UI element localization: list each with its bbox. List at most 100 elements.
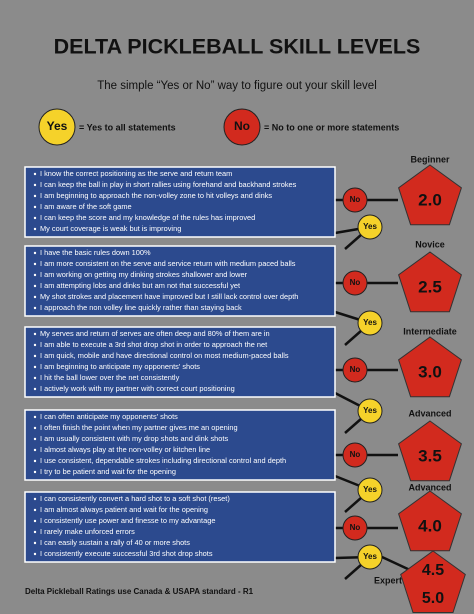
title: DELTA PICKLEBALL SKILL LEVELS bbox=[54, 35, 421, 59]
footer: Delta Pickleball Ratings use Canada & US… bbox=[25, 587, 254, 596]
level-name: Novice bbox=[415, 239, 445, 249]
bullet bbox=[33, 251, 37, 255]
yes-button-label: Yes bbox=[363, 406, 377, 415]
statement: I try to be patient and wait for the ope… bbox=[40, 467, 176, 476]
statement: My shot strokes and placement have impro… bbox=[40, 292, 298, 301]
bullet bbox=[33, 172, 37, 176]
level-name: Advanced bbox=[408, 408, 451, 418]
bullet bbox=[33, 343, 37, 347]
statement: I am attempting lobs and dinks but am no… bbox=[40, 281, 240, 290]
yes-button-label: Yes bbox=[363, 318, 377, 327]
statement: I know the correct positioning as the se… bbox=[40, 169, 232, 178]
rating: 3.5 bbox=[418, 446, 442, 465]
statement-box bbox=[24, 409, 336, 481]
statement: I consistently execute successful 3rd sh… bbox=[40, 549, 213, 558]
yes-badge bbox=[38, 108, 76, 146]
no-button bbox=[342, 515, 368, 541]
statement: I am aware of the soft game bbox=[40, 202, 132, 211]
bullet bbox=[33, 332, 37, 336]
statement: I rarely make unforced errors bbox=[40, 527, 135, 536]
bullet bbox=[33, 497, 37, 501]
bullet bbox=[33, 205, 37, 209]
statement: I use consistent, dependable strokes inc… bbox=[40, 456, 286, 465]
subtitle: The simple “Yes or No” way to figure out… bbox=[97, 80, 377, 92]
statement: I hit the ball lower over the net consis… bbox=[40, 373, 180, 382]
statement-box bbox=[24, 245, 336, 317]
bullet bbox=[33, 470, 37, 474]
statement: My serves and return of serves are often… bbox=[40, 329, 270, 338]
statement: My court coverage is weak but is improvi… bbox=[40, 224, 181, 233]
level-name: Expert bbox=[374, 575, 402, 585]
statement: I can keep the ball in play in short ral… bbox=[40, 180, 297, 189]
bullet bbox=[33, 519, 37, 523]
bullet bbox=[33, 437, 37, 441]
no-badge bbox=[223, 108, 261, 146]
no-legend-text: = No to one or more statements bbox=[264, 122, 399, 132]
statement: I am able to execute a 3rd shot drop sho… bbox=[40, 340, 267, 349]
statement: I am working on getting my dinking strok… bbox=[40, 270, 248, 279]
rating-pentagon bbox=[398, 490, 462, 552]
bullet bbox=[33, 306, 37, 310]
bullet bbox=[33, 426, 37, 430]
rating-pentagon bbox=[398, 336, 462, 398]
statement: I am beginning to approach the non-volle… bbox=[40, 191, 272, 200]
bullet bbox=[33, 376, 37, 380]
no-button-label: No bbox=[350, 278, 361, 287]
bullet bbox=[33, 262, 37, 266]
statement: I can often anticipate my opponents' sho… bbox=[40, 412, 178, 421]
statement-box bbox=[24, 326, 336, 398]
bullet bbox=[33, 295, 37, 299]
statement: I consistently use power and finesse to … bbox=[40, 516, 215, 525]
statement: I am almost always patient and wait for … bbox=[40, 505, 208, 514]
statement: I approach the non volley line quickly r… bbox=[40, 303, 242, 312]
rating: 2.5 bbox=[418, 277, 442, 296]
level-name: Intermediate bbox=[403, 326, 457, 336]
rating: 4.0 bbox=[418, 516, 442, 535]
statement: I can easily sustain a rally of 40 or mo… bbox=[40, 538, 190, 547]
rating: 2.0 bbox=[418, 190, 442, 209]
rating-pentagon bbox=[398, 420, 462, 482]
bullet bbox=[33, 552, 37, 556]
statement-box bbox=[24, 166, 336, 238]
no-button-label: No bbox=[350, 365, 361, 374]
yes-button-label: Yes bbox=[363, 485, 377, 494]
statement: I have the basic rules down 100% bbox=[40, 248, 151, 257]
no-button bbox=[342, 270, 368, 296]
statement: I am usually consistent with my drop sho… bbox=[40, 434, 228, 443]
no-button-label: No bbox=[350, 450, 361, 459]
yes-button bbox=[357, 214, 383, 240]
no-button bbox=[342, 442, 368, 468]
statement: I can keep the score and my knowledge of… bbox=[40, 213, 255, 222]
bullet bbox=[33, 541, 37, 545]
statement-box bbox=[24, 491, 336, 563]
yes-button-label: Yes bbox=[363, 552, 377, 561]
yes-button bbox=[357, 398, 383, 424]
no-badge-label: No bbox=[234, 119, 250, 133]
yes-button bbox=[357, 477, 383, 503]
yes-badge-label: Yes bbox=[47, 119, 68, 133]
yes-button-label: Yes bbox=[363, 222, 377, 231]
bullet bbox=[33, 284, 37, 288]
yes-legend-text: = Yes to all statements bbox=[79, 122, 176, 132]
rating-pentagon bbox=[400, 550, 466, 613]
bullet bbox=[33, 194, 37, 198]
bullet bbox=[33, 448, 37, 452]
yes-arrow bbox=[381, 555, 411, 572]
statement: I almost always play at the non-volley o… bbox=[40, 445, 210, 454]
level-name: Advanced bbox=[408, 482, 451, 492]
bullet bbox=[33, 216, 37, 220]
statement: I actively work with my partner with cor… bbox=[40, 384, 235, 393]
rating: 3.0 bbox=[418, 362, 442, 381]
bullet bbox=[33, 387, 37, 391]
bullet bbox=[33, 415, 37, 419]
bullet bbox=[33, 354, 37, 358]
no-button-label: No bbox=[350, 195, 361, 204]
no-button-label: No bbox=[350, 523, 361, 532]
bullet bbox=[33, 459, 37, 463]
bullet bbox=[33, 227, 37, 231]
bullet bbox=[33, 183, 37, 187]
no-button bbox=[342, 187, 368, 213]
statement: I am more consistent on the serve and se… bbox=[40, 259, 296, 268]
no-button bbox=[342, 357, 368, 383]
